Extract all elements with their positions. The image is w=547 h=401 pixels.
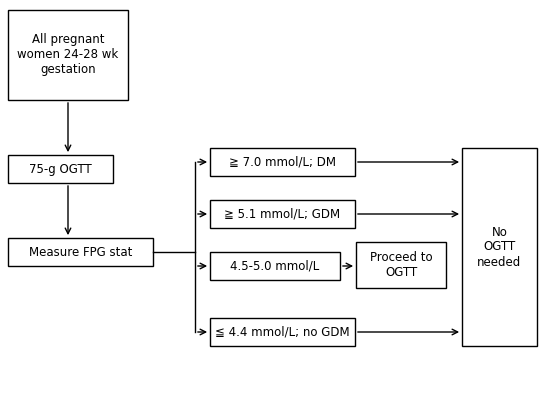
Bar [8, 155, 113, 183]
Bar [8, 10, 128, 100]
Bar [210, 148, 355, 176]
Text: ≧ 5.1 mmol/L; GDM: ≧ 5.1 mmol/L; GDM [224, 207, 341, 221]
Text: All pregnant
women 24-28 wk
gestation: All pregnant women 24-28 wk gestation [18, 34, 119, 77]
Bar [8, 238, 153, 266]
Text: 4.5-5.0 mmol/L: 4.5-5.0 mmol/L [230, 259, 319, 273]
Text: 75-g OGTT: 75-g OGTT [29, 162, 92, 176]
Text: Proceed to
OGTT: Proceed to OGTT [370, 251, 432, 279]
Text: No
OGTT
needed: No OGTT needed [478, 225, 522, 269]
Bar [210, 318, 355, 346]
Bar [462, 148, 537, 346]
Bar [356, 242, 446, 288]
Text: ≦ 4.4 mmol/L; no GDM: ≦ 4.4 mmol/L; no GDM [215, 326, 350, 338]
Bar [210, 252, 340, 280]
Bar [210, 200, 355, 228]
Text: ≧ 7.0 mmol/L; DM: ≧ 7.0 mmol/L; DM [229, 156, 336, 168]
Text: Measure FPG stat: Measure FPG stat [29, 245, 132, 259]
